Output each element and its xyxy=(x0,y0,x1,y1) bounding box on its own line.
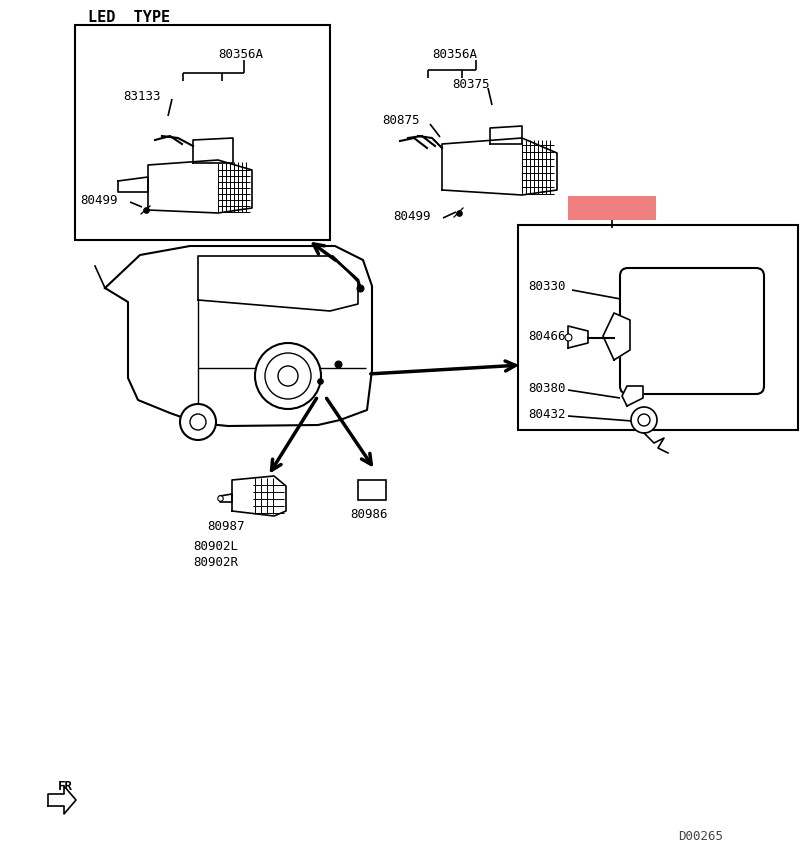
Text: 80499: 80499 xyxy=(80,194,118,207)
Text: 80432: 80432 xyxy=(528,408,565,420)
Polygon shape xyxy=(148,160,252,213)
Polygon shape xyxy=(193,138,233,163)
Polygon shape xyxy=(118,177,148,192)
Text: LED  TYPE: LED TYPE xyxy=(88,10,170,26)
Text: 80375: 80375 xyxy=(452,78,490,92)
Bar xyxy=(568,196,656,220)
Polygon shape xyxy=(48,786,76,814)
Circle shape xyxy=(265,353,311,399)
Polygon shape xyxy=(105,246,372,426)
Text: FR: FR xyxy=(58,780,73,793)
Bar xyxy=(358,480,386,500)
Circle shape xyxy=(278,366,298,386)
Circle shape xyxy=(180,404,216,440)
Polygon shape xyxy=(622,386,643,406)
Text: 80380: 80380 xyxy=(528,382,565,395)
Text: 80327: 80327 xyxy=(573,200,619,214)
Polygon shape xyxy=(442,138,557,195)
Polygon shape xyxy=(232,476,286,516)
Text: 80902R: 80902R xyxy=(193,555,238,569)
Text: 80986: 80986 xyxy=(350,509,388,522)
Text: 80330: 80330 xyxy=(528,280,565,293)
Polygon shape xyxy=(490,126,522,144)
Text: D00265: D00265 xyxy=(678,830,723,843)
Bar xyxy=(518,225,798,430)
Text: 80499: 80499 xyxy=(393,210,431,223)
Text: 80356A: 80356A xyxy=(218,49,263,62)
Text: 83133: 83133 xyxy=(123,89,161,102)
Polygon shape xyxy=(603,313,630,360)
Circle shape xyxy=(255,343,321,409)
Polygon shape xyxy=(568,326,588,348)
Circle shape xyxy=(190,414,206,430)
Bar xyxy=(75,25,330,240)
FancyBboxPatch shape xyxy=(620,268,764,394)
Circle shape xyxy=(638,414,650,426)
Polygon shape xyxy=(198,256,358,311)
Text: 80902L: 80902L xyxy=(193,540,238,553)
Text: 80356A: 80356A xyxy=(432,49,477,62)
Text: 80466: 80466 xyxy=(528,329,565,342)
Circle shape xyxy=(631,407,657,433)
Text: 80987: 80987 xyxy=(207,519,244,533)
Text: 80875: 80875 xyxy=(382,114,419,128)
